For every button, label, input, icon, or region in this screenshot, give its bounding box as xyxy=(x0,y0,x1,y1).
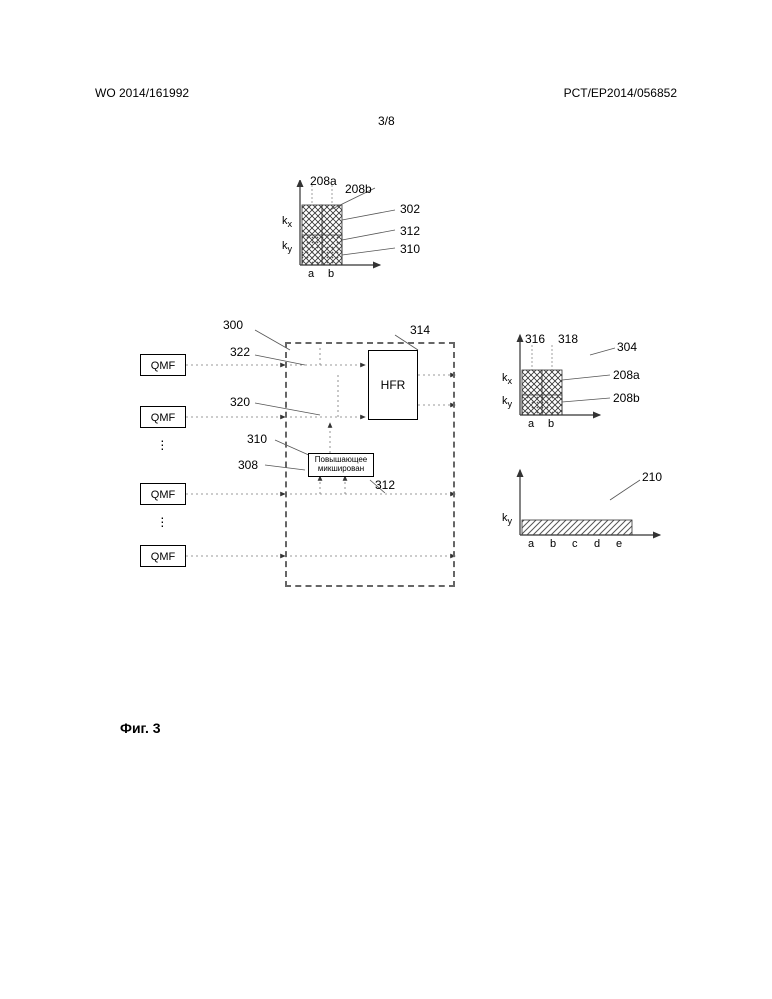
qmf-block-2: QMF xyxy=(140,406,186,428)
ref-310-top: 310 xyxy=(400,242,420,256)
axis-ky-mid: ky xyxy=(502,395,512,409)
qmf-block-3: QMF xyxy=(140,483,186,505)
ref-318: 318 xyxy=(558,332,578,346)
figure-3-diagram: kx ky a b 208a 208b 302 312 310 300 HFR … xyxy=(120,180,680,640)
hfr-block: HFR xyxy=(368,350,418,420)
vdots-2: ··· xyxy=(160,515,165,527)
axis-e-bot: e xyxy=(616,538,622,550)
axis-c-bot: c xyxy=(572,538,578,550)
ref-304: 304 xyxy=(617,340,637,354)
ref-320: 320 xyxy=(230,395,250,409)
upmix-block: Повышающее микширован xyxy=(308,453,374,477)
axis-a-mid: a xyxy=(528,418,534,430)
ref-300: 300 xyxy=(223,318,243,332)
axis-a-bot: a xyxy=(528,538,534,550)
axis-ky-bot: ky xyxy=(502,512,512,526)
axis-a-top: a xyxy=(308,268,314,280)
ref-308: 308 xyxy=(238,458,258,472)
figure-caption: Фиг. 3 xyxy=(120,720,161,736)
ref-312-top: 312 xyxy=(400,224,420,238)
ref-302: 302 xyxy=(400,202,420,216)
ref-208a-mid: 208a xyxy=(613,368,640,382)
axis-b-bot: b xyxy=(550,538,556,550)
header-left: WO 2014/161992 xyxy=(95,86,189,100)
axis-b-top: b xyxy=(328,268,334,280)
ref-322: 322 xyxy=(230,345,250,359)
ref-208a-top: 208a xyxy=(310,174,337,188)
ref-312-mid: 312 xyxy=(375,478,395,492)
ref-210: 210 xyxy=(642,470,662,484)
axis-d-bot: d xyxy=(594,538,600,550)
axis-b-mid: b xyxy=(548,418,554,430)
qmf-block-4: QMF xyxy=(140,545,186,567)
header-right: PCT/EP2014/056852 xyxy=(564,86,677,100)
axis-kx-mid: kx xyxy=(502,372,512,386)
ref-310-mid: 310 xyxy=(247,432,267,446)
page-number: 3/8 xyxy=(378,114,395,128)
ref-314: 314 xyxy=(410,323,430,337)
ref-208b-mid: 208b xyxy=(613,391,640,405)
axis-kx-top: kx xyxy=(282,215,292,229)
vdots-1: ··· xyxy=(160,438,165,450)
axis-ky-top: ky xyxy=(282,240,292,254)
ref-208b-top: 208b xyxy=(345,182,372,196)
ref-316: 316 xyxy=(525,332,545,346)
qmf-block-1: QMF xyxy=(140,354,186,376)
